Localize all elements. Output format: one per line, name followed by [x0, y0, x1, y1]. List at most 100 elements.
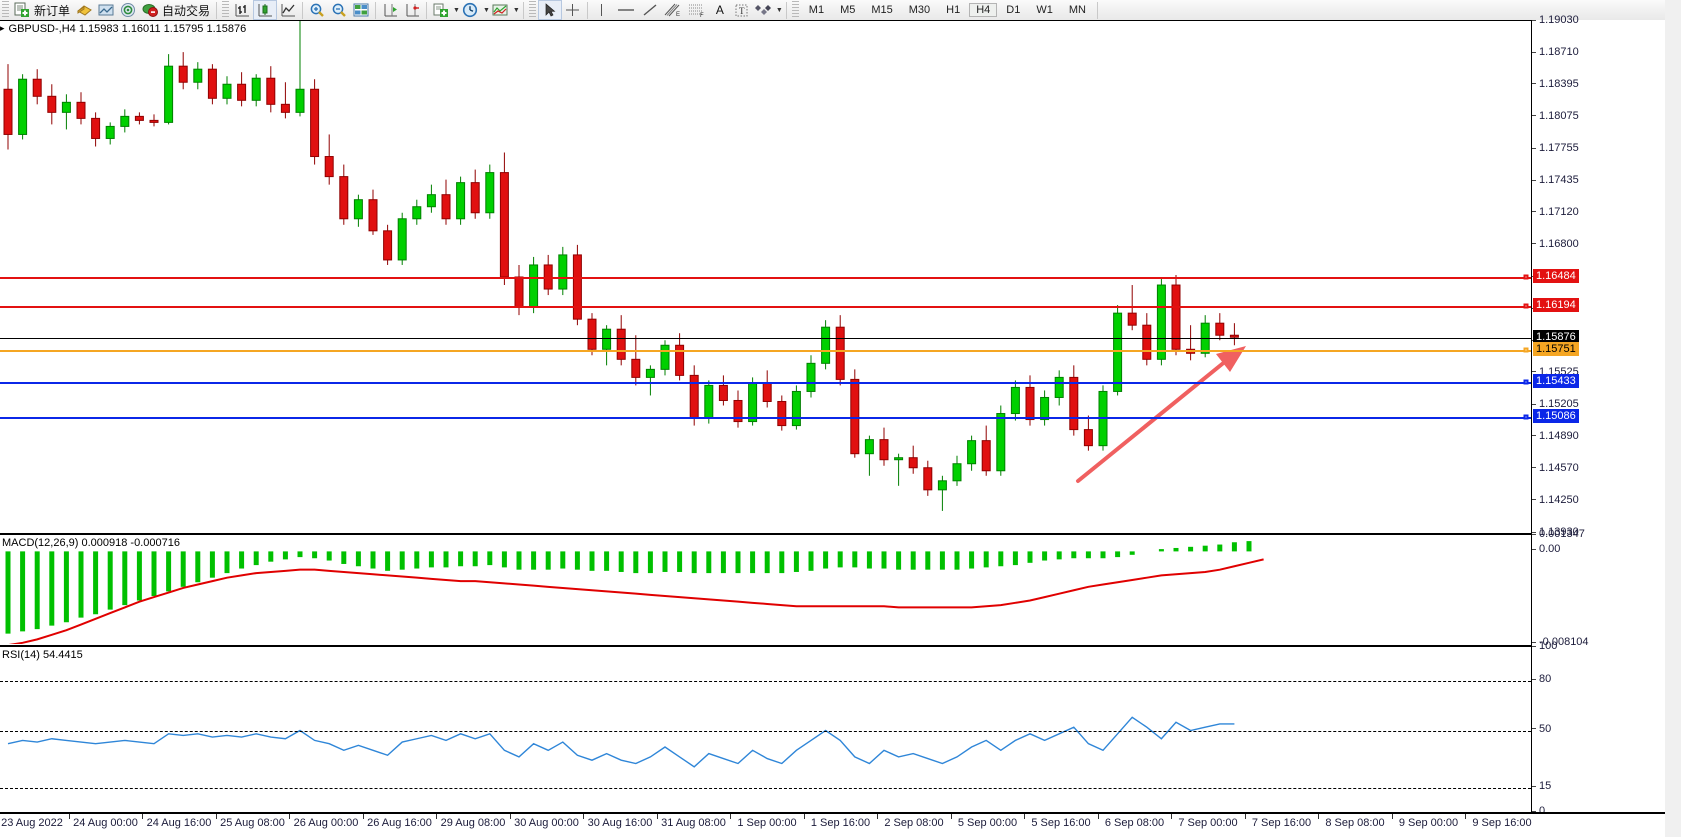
svg-text:E: E — [676, 12, 680, 18]
support-level-1[interactable]: 1.15433 — [1533, 374, 1579, 389]
time-separator — [803, 814, 805, 819]
price-tick: 1.18395 — [1532, 78, 1579, 90]
timeframe-mn[interactable]: MN — [1068, 4, 1086, 16]
macd-pane[interactable]: MACD(12,26,9) 0.000918 -0.000716 — [0, 533, 1531, 644]
resistance-level-2[interactable]: 1.16194 — [1533, 297, 1579, 312]
candlestick-chart-icon[interactable] — [253, 0, 278, 20]
level-anchor[interactable] — [1523, 347, 1529, 353]
resistance-level-1[interactable]: 1.16484 — [1533, 268, 1579, 283]
price-tick: 1.17120 — [1532, 206, 1579, 218]
price-pane[interactable] — [0, 20, 1531, 532]
pivot-level[interactable]: 1.15751 — [1533, 342, 1579, 357]
line-chart-icon[interactable] — [277, 1, 299, 19]
bar-chart-icon[interactable] — [231, 1, 253, 19]
timeframe-m30[interactable]: M30 — [908, 4, 931, 16]
auto-trading-label[interactable]: 自动交易 — [162, 3, 211, 18]
time-separator — [1097, 814, 1099, 819]
auto-scroll-icon[interactable] — [401, 1, 423, 19]
timeframe-d1[interactable]: D1 — [1006, 4, 1021, 16]
text-label-icon[interactable]: A — [715, 3, 724, 17]
indicators-dropdown-caret[interactable]: ▼ — [453, 6, 460, 14]
level-anchor[interactable] — [1523, 414, 1529, 420]
price-line-support[interactable] — [0, 382, 1531, 385]
rsi-pane[interactable]: RSI(14) 54.4415 — [0, 645, 1531, 812]
shapes-icon[interactable] — [753, 1, 775, 19]
toolbar-grip[interactable] — [2, 1, 9, 19]
timeframe-m5[interactable]: M5 — [840, 4, 856, 16]
toolbar-separator-3 — [375, 1, 377, 19]
svg-text:T: T — [739, 6, 745, 16]
data-window-icon[interactable] — [95, 1, 117, 19]
collapse-arrow-icon[interactable]: ▸ — [0, 23, 5, 33]
time-separator — [1024, 814, 1025, 819]
cursor-icon[interactable] — [537, 0, 562, 20]
timeframe-m1[interactable]: M1 — [808, 4, 825, 16]
rsi-level-50 — [0, 730, 1531, 732]
price-tick: 1.17755 — [1532, 142, 1579, 154]
new-order-label[interactable]: 新订单 — [34, 3, 71, 18]
shift-end-icon[interactable] — [379, 1, 401, 19]
expert-advisor-icon[interactable] — [73, 1, 95, 19]
text-box-icon[interactable]: T — [731, 1, 753, 19]
tile-windows-icon[interactable] — [350, 1, 372, 19]
fibonacci-icon[interactable]: F — [685, 1, 709, 19]
level-anchor[interactable] — [1523, 379, 1529, 385]
main-toolbar: 新订单 自动交易 — [0, 0, 1681, 21]
time-tick: 29 Aug 08:00 — [440, 817, 506, 829]
trendline-icon[interactable] — [639, 1, 661, 19]
toolbar-grip-4[interactable] — [791, 1, 799, 19]
vertical-line-icon[interactable] — [591, 1, 613, 19]
crosshair-icon[interactable] — [562, 1, 584, 19]
navigator-icon[interactable] — [117, 1, 139, 19]
price-line-resistance[interactable] — [0, 276, 1531, 279]
level-anchor[interactable] — [1523, 274, 1529, 280]
toolbar-grip-3[interactable] — [528, 1, 536, 19]
time-tick: 26 Aug 00:00 — [293, 817, 359, 829]
rsi-tick: 0 — [1532, 805, 1545, 817]
time-tick: 26 Aug 16:00 — [367, 817, 432, 829]
price-line-current[interactable] — [0, 337, 1531, 339]
time-scale[interactable]: 23 Aug 2022 24 Aug 00:00 24 Aug 16:00 25 Au… — [0, 812, 1681, 837]
toolbar-grip-2[interactable] — [222, 1, 230, 19]
time-separator — [215, 814, 217, 819]
indicators-icon[interactable] — [430, 1, 452, 19]
time-tick: 24 Aug 16:00 — [146, 817, 212, 829]
equidistant-channel-icon[interactable]: E — [661, 1, 685, 19]
current-price-label[interactable]: 1.15876 — [1533, 329, 1579, 344]
new-order-icon[interactable] — [11, 1, 33, 19]
price-tick: 1.17435 — [1532, 174, 1579, 186]
time-separator — [142, 814, 143, 819]
time-tick: 9 Sep 00:00 — [1398, 817, 1459, 829]
price-line-resistance[interactable] — [0, 305, 1531, 308]
price-line-pivot[interactable] — [0, 350, 1531, 353]
rsi-label: RSI(14) 54.4415 — [2, 649, 83, 661]
timeframe-w1[interactable]: W1 — [1036, 4, 1053, 16]
time-separator — [289, 814, 290, 819]
period-icon[interactable] — [460, 1, 482, 19]
zoom-in-icon[interactable] — [306, 1, 328, 19]
time-separator — [1391, 814, 1393, 819]
time-separator — [656, 814, 658, 819]
time-separator — [436, 814, 437, 819]
horizontal-line-icon[interactable] — [613, 1, 639, 19]
templates-icon[interactable] — [490, 1, 512, 19]
zoom-out-icon[interactable] — [328, 1, 350, 19]
chart-window: ▸ GBPUSD-,H4 1.15983 1.16011 1.15795 1.1… — [0, 14, 1681, 837]
period-dropdown-caret[interactable]: ▼ — [482, 6, 490, 14]
timeframe-h4[interactable]: H4 — [969, 3, 998, 17]
level-anchor[interactable] — [1523, 303, 1529, 309]
shapes-dropdown-caret[interactable]: ▼ — [775, 6, 783, 14]
terminal-icon[interactable] — [139, 1, 161, 19]
price-line-support[interactable] — [0, 416, 1531, 419]
price-tick: 1.14250 — [1532, 494, 1579, 506]
price-tick: 1.18710 — [1532, 46, 1579, 58]
support-level-2[interactable]: 1.15086 — [1533, 408, 1579, 423]
templates-dropdown-caret[interactable]: ▼ — [512, 6, 520, 14]
vertical-scrollbar[interactable] — [1665, 0, 1681, 837]
timeframe-m15[interactable]: M15 — [871, 4, 893, 16]
toolbar-separator-6 — [586, 1, 588, 19]
timeframe-h1[interactable]: H1 — [946, 4, 961, 16]
time-tick: 31 Aug 08:00 — [661, 817, 726, 829]
price-scale[interactable]: 1.19030 1.18710 1.18395 1.18075 1.17755 1.174… — [1531, 14, 1681, 817]
time-separator — [877, 814, 878, 819]
